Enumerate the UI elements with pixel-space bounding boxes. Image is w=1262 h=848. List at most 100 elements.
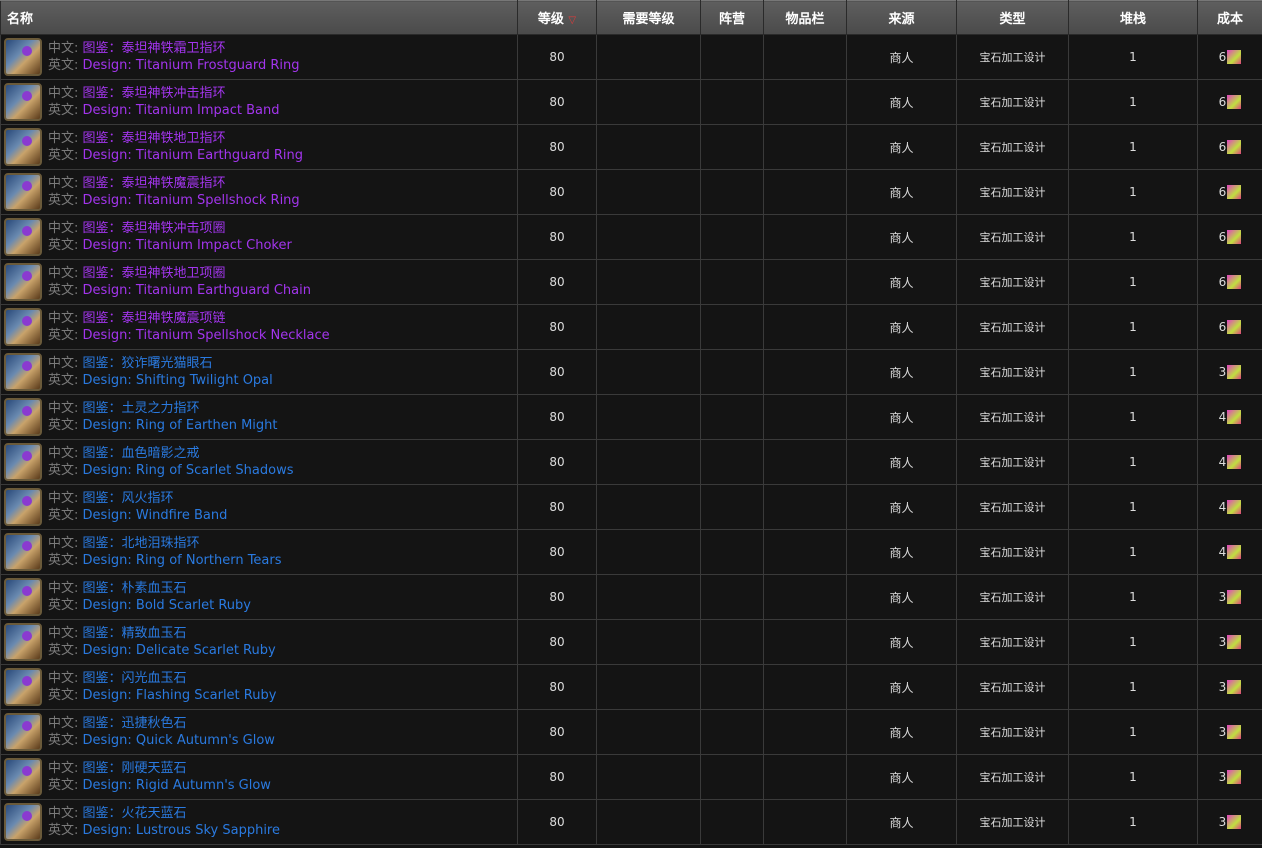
- item-name-cn-link[interactable]: 图鉴：泰坦神铁霜卫指环: [82, 41, 226, 56]
- scroll-item-icon[interactable]: [4, 263, 42, 301]
- item-name-cn-link[interactable]: 图鉴：泰坦神铁冲击指环: [82, 86, 226, 101]
- item-name-cn-link[interactable]: 图鉴：泰坦神铁魔震项链: [82, 311, 226, 326]
- header-req-level[interactable]: 需要等级: [596, 0, 701, 35]
- item-name-en-link[interactable]: Design: Windfire Band: [82, 508, 228, 523]
- table-row[interactable]: 中文: 图鉴：泰坦神铁魔震指环 英文: Design: Titanium Spe…: [0, 169, 1262, 215]
- en-label: 英文:: [48, 508, 79, 523]
- scroll-item-icon[interactable]: [4, 533, 42, 571]
- scroll-item-icon[interactable]: [4, 488, 42, 526]
- item-name-en-link[interactable]: Design: Titanium Earthguard Ring: [82, 148, 303, 163]
- triangle-down-icon: ▽: [568, 15, 577, 26]
- type-cell: 宝石加工设计: [956, 79, 1069, 125]
- table-row[interactable]: 中文: 图鉴：精致血玉石 英文: Design: Delicate Scarle…: [0, 619, 1262, 665]
- level-cell: 80: [517, 304, 597, 350]
- item-name-cn-link[interactable]: 图鉴：风火指环: [82, 491, 174, 506]
- scroll-item-icon[interactable]: [4, 353, 42, 391]
- item-name-cn-link[interactable]: 图鉴：火花天蓝石: [82, 806, 187, 821]
- item-name-cn-link[interactable]: 图鉴：泰坦神铁冲击项圈: [82, 221, 226, 236]
- item-name-en-link[interactable]: Design: Delicate Scarlet Ruby: [82, 643, 276, 658]
- header-faction[interactable]: 阵营: [700, 0, 764, 35]
- source-cell: 商人: [846, 709, 957, 755]
- item-name-en-link[interactable]: Design: Lustrous Sky Sapphire: [82, 823, 280, 838]
- source-cell: 商人: [846, 664, 957, 710]
- table-row[interactable]: 中文: 图鉴：迅捷秋色石 英文: Design: Quick Autumn's …: [0, 709, 1262, 755]
- item-name-cn-link[interactable]: 图鉴：血色暗影之戒: [82, 446, 200, 461]
- item-name-en-link[interactable]: Design: Shifting Twilight Opal: [82, 373, 273, 388]
- source-cell: 商人: [846, 394, 957, 440]
- scroll-item-icon[interactable]: [4, 38, 42, 76]
- currency-icon: [1227, 50, 1242, 65]
- currency-icon: [1227, 140, 1242, 155]
- header-name[interactable]: 名称: [0, 0, 518, 35]
- type-cell: 宝石加工设计: [956, 124, 1069, 170]
- table-row[interactable]: 中文: 图鉴：北地泪珠指环 英文: Design: Ring of Northe…: [0, 529, 1262, 575]
- scroll-item-icon[interactable]: [4, 713, 42, 751]
- item-name-en-link[interactable]: Design: Quick Autumn's Glow: [82, 733, 275, 748]
- scroll-item-icon[interactable]: [4, 758, 42, 796]
- stack-cell: 1: [1068, 304, 1198, 350]
- header-source[interactable]: 来源: [846, 0, 957, 35]
- item-name-cn-link[interactable]: 图鉴：泰坦神铁地卫指环: [82, 131, 226, 146]
- item-name-en-link[interactable]: Design: Titanium Frostguard Ring: [82, 58, 300, 73]
- table-row[interactable]: 中文: 图鉴：泰坦神铁地卫项圈 英文: Design: Titanium Ear…: [0, 259, 1262, 305]
- scroll-item-icon[interactable]: [4, 578, 42, 616]
- cn-label: 中文:: [48, 581, 79, 596]
- header-stack[interactable]: 堆栈: [1068, 0, 1198, 35]
- item-name-cn-link[interactable]: 图鉴：闪光血玉石: [82, 671, 187, 686]
- item-name-cn-link[interactable]: 图鉴：刚硬天蓝石: [82, 761, 187, 776]
- item-name-en-link[interactable]: Design: Bold Scarlet Ruby: [82, 598, 251, 613]
- table-row[interactable]: 中文: 图鉴：泰坦神铁魔震项链 英文: Design: Titanium Spe…: [0, 304, 1262, 350]
- table-row[interactable]: 中文: 图鉴：刚硬天蓝石 英文: Design: Rigid Autumn's …: [0, 754, 1262, 800]
- item-name-en-link[interactable]: Design: Rigid Autumn's Glow: [82, 778, 271, 793]
- table-row[interactable]: 中文: 图鉴：土灵之力指环 英文: Design: Ring of Earthe…: [0, 394, 1262, 440]
- item-name-en-link[interactable]: Design: Ring of Earthen Might: [82, 418, 278, 433]
- cost-value: 3: [1218, 814, 1227, 829]
- scroll-item-icon[interactable]: [4, 218, 42, 256]
- item-name-cn-link[interactable]: 图鉴：迅捷秋色石: [82, 716, 187, 731]
- table-row[interactable]: 中文: 图鉴：泰坦神铁霜卫指环 英文: Design: Titanium Fro…: [0, 34, 1262, 80]
- stack-cell: 1: [1068, 799, 1198, 845]
- item-name-cn-link[interactable]: 图鉴：泰坦神铁地卫项圈: [82, 266, 226, 281]
- level-cell: 80: [517, 169, 597, 215]
- table-row[interactable]: 中文: 图鉴：风火指环 英文: Design: Windfire Band 80…: [0, 484, 1262, 530]
- item-name-en-link[interactable]: Design: Titanium Impact Band: [82, 103, 280, 118]
- table-row[interactable]: 中文: 图鉴：朴素血玉石 英文: Design: Bold Scarlet Ru…: [0, 574, 1262, 620]
- item-name-en-link[interactable]: Design: Ring of Scarlet Shadows: [82, 463, 294, 478]
- scroll-item-icon[interactable]: [4, 128, 42, 166]
- item-name-en-link[interactable]: Design: Titanium Impact Choker: [82, 238, 292, 253]
- table-row[interactable]: 中文: 图鉴：闪光血玉石 英文: Design: Flashing Scarle…: [0, 664, 1262, 710]
- item-name-cn-link[interactable]: 图鉴：精致血玉石: [82, 626, 187, 641]
- scroll-item-icon[interactable]: [4, 443, 42, 481]
- cost-cell: 6: [1197, 214, 1262, 260]
- table-row[interactable]: 中文: 图鉴：血色暗影之戒 英文: Design: Ring of Scarle…: [0, 439, 1262, 485]
- item-name-en-link[interactable]: Design: Titanium Earthguard Chain: [82, 283, 311, 298]
- scroll-item-icon[interactable]: [4, 173, 42, 211]
- header-type[interactable]: 类型: [956, 0, 1069, 35]
- item-name-en-link[interactable]: Design: Flashing Scarlet Ruby: [82, 688, 277, 703]
- item-name-en-link[interactable]: Design: Titanium Spellshock Necklace: [82, 328, 330, 343]
- scroll-item-icon[interactable]: [4, 623, 42, 661]
- item-name-cn-link[interactable]: 图鉴：狡诈曙光猫眼石: [82, 356, 213, 371]
- req-level-cell: [596, 709, 701, 755]
- item-name-cn-link[interactable]: 图鉴：朴素血玉石: [82, 581, 187, 596]
- scroll-item-icon[interactable]: [4, 803, 42, 841]
- table-row[interactable]: 中文: 图鉴：泰坦神铁冲击项圈 英文: Design: Titanium Imp…: [0, 214, 1262, 260]
- table-row[interactable]: 中文: 图鉴：泰坦神铁地卫指环 英文: Design: Titanium Ear…: [0, 124, 1262, 170]
- item-name-en-link[interactable]: Design: Ring of Northern Tears: [82, 553, 282, 568]
- scroll-item-icon[interactable]: [4, 308, 42, 346]
- header-level[interactable]: 等级 ▽: [517, 0, 597, 35]
- level-cell: 80: [517, 709, 597, 755]
- cn-label: 中文:: [48, 761, 79, 776]
- header-cost[interactable]: 成本: [1197, 0, 1262, 35]
- scroll-item-icon[interactable]: [4, 83, 42, 121]
- scroll-item-icon[interactable]: [4, 398, 42, 436]
- item-name-cn-link[interactable]: 图鉴：土灵之力指环: [82, 401, 200, 416]
- item-name-cn-link[interactable]: 图鉴：北地泪珠指环: [82, 536, 200, 551]
- table-row[interactable]: 中文: 图鉴：泰坦神铁冲击指环 英文: Design: Titanium Imp…: [0, 79, 1262, 125]
- header-slot[interactable]: 物品栏: [763, 0, 847, 35]
- table-row[interactable]: 中文: 图鉴：狡诈曙光猫眼石 英文: Design: Shifting Twil…: [0, 349, 1262, 395]
- table-row[interactable]: 中文: 图鉴：火花天蓝石 英文: Design: Lustrous Sky Sa…: [0, 799, 1262, 845]
- item-name-en-link[interactable]: Design: Titanium Spellshock Ring: [82, 193, 300, 208]
- scroll-item-icon[interactable]: [4, 668, 42, 706]
- item-name-cn-link[interactable]: 图鉴：泰坦神铁魔震指环: [82, 176, 226, 191]
